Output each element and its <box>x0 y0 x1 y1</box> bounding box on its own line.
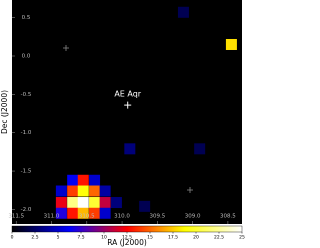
x-tick-label: 310.5 <box>79 214 95 220</box>
cell <box>67 197 79 209</box>
x-tick-label: 309.5 <box>149 214 165 220</box>
x-tick-label: 311.5 <box>8 214 24 220</box>
x-tick-label: 311.0 <box>44 214 60 220</box>
colorbar-tick-label: 0 <box>11 235 14 241</box>
colorbar-tick-label: 15 <box>147 235 153 241</box>
colorbar-tick-label: 20 <box>193 235 199 241</box>
cell <box>194 143 206 155</box>
y-tick-label: -1.5 <box>21 169 32 175</box>
y-tick-label: -2.0 <box>21 207 32 213</box>
cell <box>77 207 89 219</box>
cell <box>110 197 122 209</box>
colorbar <box>11 225 243 233</box>
cell <box>225 38 237 50</box>
x-tick-label: 308.5 <box>220 214 236 220</box>
colorbar-tick-label: 17.5 <box>168 235 178 241</box>
cell <box>89 185 101 197</box>
cell <box>67 185 79 197</box>
source-label: AE Aqr <box>114 90 141 99</box>
cell <box>77 197 89 209</box>
cell <box>99 207 111 219</box>
field-markers <box>63 45 193 193</box>
cell <box>77 174 89 186</box>
colorbar-tick-label: 12.5 <box>122 235 132 241</box>
cell <box>89 174 101 186</box>
y-tick-label: 0.5 <box>22 15 31 21</box>
cell <box>55 185 67 197</box>
plot-background <box>12 0 242 224</box>
cell <box>89 197 101 209</box>
colorbar-tick-label: 7.5 <box>77 235 84 241</box>
cell <box>55 207 67 219</box>
cell <box>99 197 111 209</box>
colorbar-tick-label: 22.5 <box>214 235 224 241</box>
colorbar-tick-label: 10 <box>101 235 107 241</box>
y-tick-label: 0.0 <box>22 54 31 60</box>
cell <box>67 207 79 219</box>
cell <box>99 185 111 197</box>
cell <box>124 143 136 155</box>
colorbar-tick-label: 5 <box>57 235 60 241</box>
y-tick-label: -0.5 <box>21 92 32 98</box>
cell <box>89 207 101 219</box>
colorbar-tick-label: 2.5 <box>31 235 38 241</box>
y-tick-label: -1.0 <box>21 130 32 136</box>
cell <box>67 174 79 186</box>
cell <box>177 6 189 18</box>
cell <box>139 200 151 212</box>
y-axis-label: Dec (J2000) <box>0 90 9 134</box>
colorbar-tick-label: 25 <box>239 235 245 241</box>
cell <box>77 185 89 197</box>
chart: Dec (J2000) RA (J2000) 311.5 311.0 310.5 31… <box>0 0 245 247</box>
x-tick-label: 310.0 <box>114 214 130 220</box>
cell <box>55 197 67 209</box>
x-axis-label: RA (J2000) <box>107 238 147 247</box>
x-tick-label: 309.0 <box>185 214 201 220</box>
